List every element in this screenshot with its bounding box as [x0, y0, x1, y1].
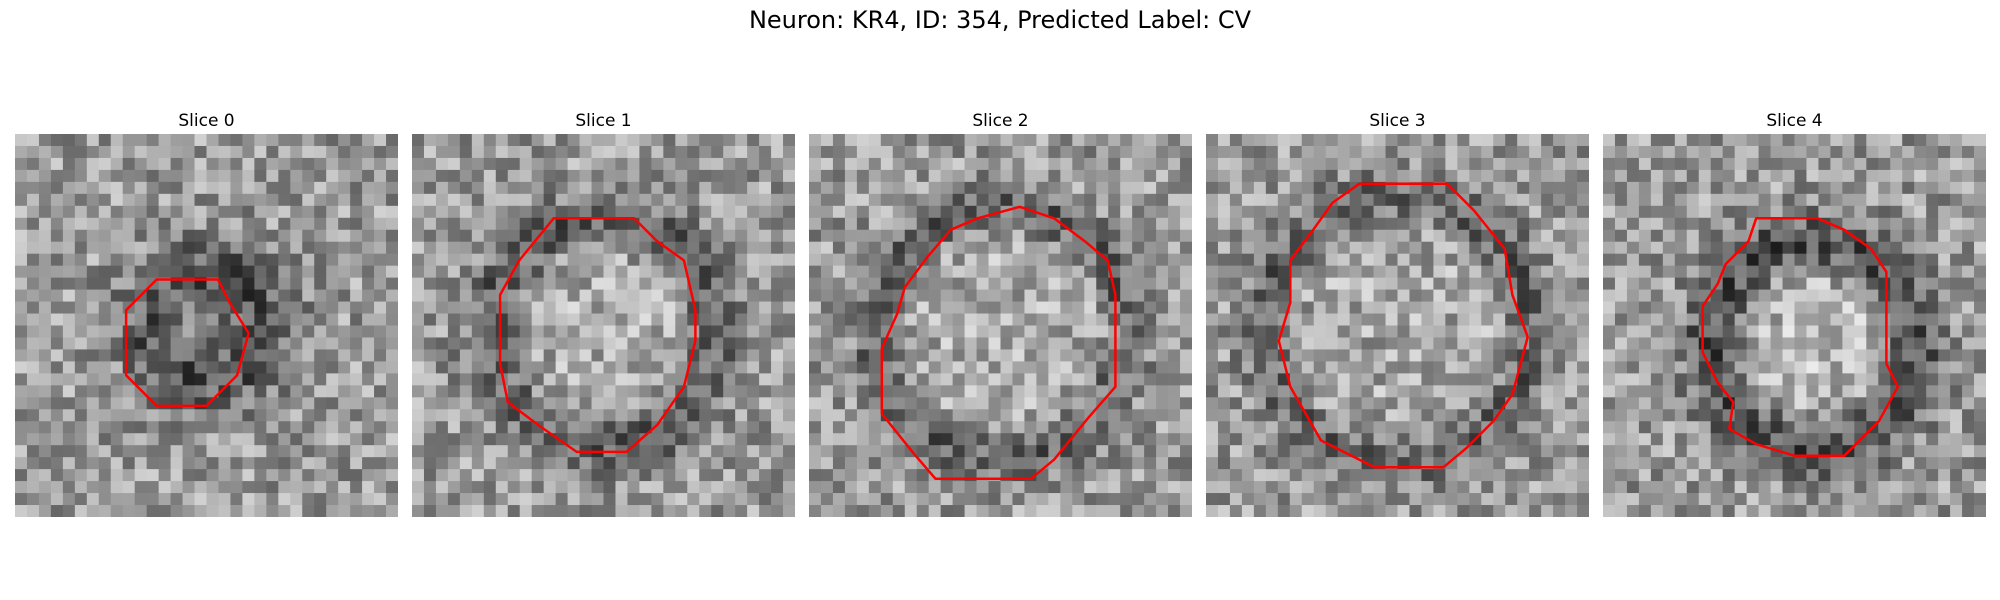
slice-title: Slice 0: [178, 111, 235, 131]
slice-panel-4: Slice 4: [1603, 108, 1986, 517]
slice-image: [15, 134, 398, 517]
slice-image: [1603, 134, 1986, 517]
slice-title: Slice 2: [972, 111, 1029, 131]
segmentation-contour: [124, 278, 250, 408]
slice-panel-1: Slice 1: [412, 108, 795, 517]
slice-image: [412, 134, 795, 517]
segmentation-contour: [498, 217, 697, 454]
slice-panel-2: Slice 2: [809, 108, 1192, 517]
figure-title: Neuron: KR4, ID: 354, Predicted Label: C…: [748, 6, 1252, 34]
slice-panel-0: Slice 0: [15, 108, 398, 517]
slice-image: [1206, 134, 1589, 517]
slice-panel-3: Slice 3: [1206, 108, 1589, 517]
segmentation-contour: [1277, 182, 1529, 469]
slice-title: Slice 4: [1766, 111, 1823, 131]
slice-title: Slice 1: [575, 111, 632, 131]
segmentation-contour: [880, 205, 1117, 480]
slice-image: [809, 134, 1192, 517]
slice-title: Slice 3: [1369, 111, 1426, 131]
segmentation-contour: [1701, 217, 1900, 457]
